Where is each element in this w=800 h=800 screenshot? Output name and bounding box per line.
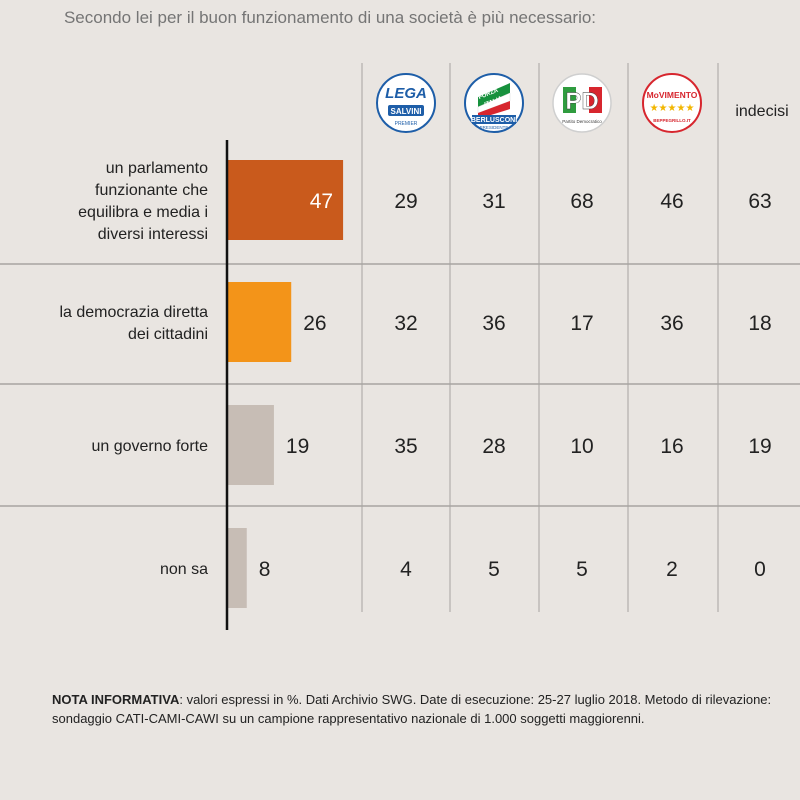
chart-row: non sa 8 4 5 5 2 0 (160, 528, 766, 608)
forza-italia-logo: FORZA ITALIA BERLUSCONI PRESIDENTE (464, 73, 524, 133)
bar (227, 528, 247, 608)
table-cell: 32 (394, 312, 417, 335)
chart-title: Secondo lei per il buon funzionamento di… (63, 8, 597, 27)
table-cell: 31 (482, 190, 505, 213)
category-label: non sa (160, 561, 208, 578)
chart-row: la democrazia diretta dei cittadini 26 32 36… (59, 282, 772, 362)
table-cell: 46 (660, 190, 683, 213)
note-text: : valori espressi in %. Dati Archivio SW… (52, 692, 772, 726)
pd-logo: PD Partito Democratico (552, 73, 612, 133)
table-cell: 0 (754, 558, 766, 581)
table-cell: 63 (748, 190, 771, 213)
table-cell: 68 (570, 190, 593, 213)
stars-text: ★★★★★ (650, 103, 695, 114)
chart-row: un parlamento funzionante che equilibra e … (78, 160, 772, 243)
note-label: NOTA INFORMATIVA (52, 692, 180, 707)
poll-chart: LEGA SALVINI PREMIER FORZA ITALIA BERLUS… (0, 63, 800, 630)
bar-value-label: 47 (310, 190, 333, 213)
column-dividers (361, 63, 719, 612)
premier-text: PREMIER (395, 121, 418, 127)
table-cell: 5 (576, 558, 588, 581)
indecisi-column-header: indecisi (735, 103, 788, 120)
movimento-text: MoVIMENTO (647, 90, 698, 100)
category-label-line: dei cittadini (128, 326, 208, 343)
category-label: un parlamento funzionante che equilibra e … (78, 160, 208, 243)
salvini-text: SALVINI (391, 107, 422, 116)
chart-rows: un parlamento funzionante che equilibra e … (59, 160, 772, 608)
table-cell: 2 (666, 558, 678, 581)
info-note: NOTA INFORMATIVA: valori espressi in %. … (52, 690, 772, 728)
bar-value-label: 26 (303, 312, 326, 335)
berlusconi-text: BERLUSCONI (471, 117, 517, 124)
category-label: un governo forte (91, 438, 208, 455)
table-cell: 17 (570, 312, 593, 335)
category-label-line: un parlamento (106, 160, 208, 177)
category-label-line: equilibra e media i (78, 204, 208, 221)
table-cell: 28 (482, 435, 505, 458)
table-cell: 36 (482, 312, 505, 335)
category-label-line: la democrazia diretta (59, 304, 208, 321)
table-cell: 19 (748, 435, 771, 458)
table-cell: 29 (394, 190, 417, 213)
bar-value-label: 8 (259, 558, 271, 581)
partito-democratico-text: Partito Democratico (562, 119, 602, 124)
table-cell: 36 (660, 312, 683, 335)
table-cell: 10 (570, 435, 593, 458)
bar-value-label: 19 (286, 435, 309, 458)
category-label-line: un governo forte (91, 438, 208, 455)
beppegrillo-text: BEPPEGRILLO.IT (653, 118, 691, 123)
table-cell: 16 (660, 435, 683, 458)
pd-text: PD (565, 88, 598, 115)
table-cell: 35 (394, 435, 417, 458)
category-label-line: non sa (160, 561, 208, 578)
table-cell: 18 (748, 312, 771, 335)
presidente-text: PRESIDENTE (480, 125, 509, 130)
bar (227, 405, 274, 485)
category-label-line: diversi interessi (98, 226, 208, 243)
lega-logo-text: LEGA (385, 85, 427, 102)
bar (227, 282, 292, 362)
row-separators (0, 263, 800, 507)
movimento-5-stelle-logo: MoVIMENTO ★★★★★ BEPPEGRILLO.IT (642, 73, 702, 133)
table-cell: 5 (488, 558, 500, 581)
category-label-line: funzionante che (95, 182, 208, 199)
bar (227, 160, 344, 240)
chart-row: un governo forte 19 35 28 10 16 19 (91, 405, 772, 485)
lega-logo: LEGA SALVINI PREMIER (376, 73, 436, 133)
category-label: la democrazia diretta dei cittadini (59, 304, 208, 343)
table-cell: 4 (400, 558, 412, 581)
